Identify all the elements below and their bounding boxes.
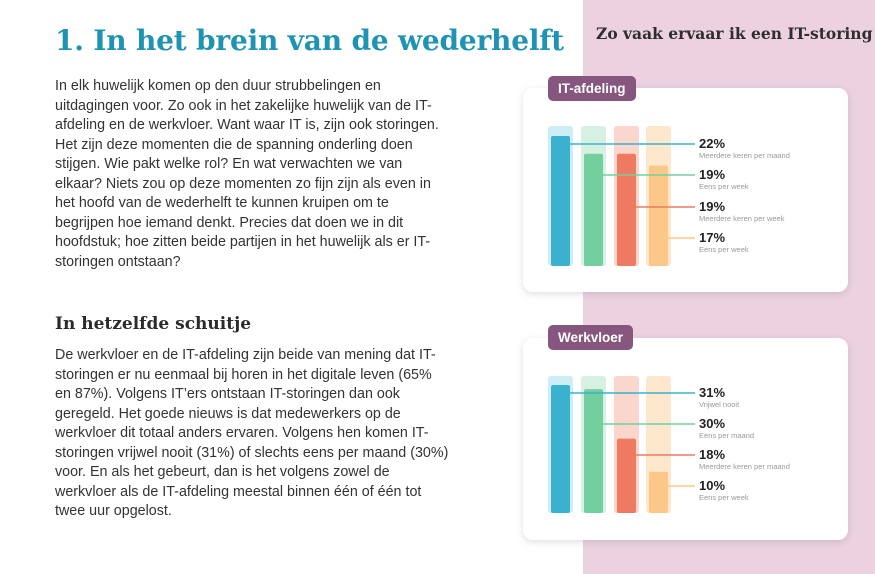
data-label: 10% [699,478,725,493]
section-paragraph: De werkvloer en de IT-afdeling zijn beid… [55,347,449,519]
bar [617,153,636,266]
data-caption: Meerdere keren per maand [699,462,790,471]
chart-title: Zo vaak ervaar ik een IT-storing [596,24,873,43]
bar [584,389,603,513]
bar [551,136,570,266]
data-caption: Eens per week [699,182,749,191]
data-caption: Eens per maand [699,431,754,440]
data-label: 18% [699,447,725,462]
data-label: 31% [699,385,725,400]
chart-card-werkvloer [523,338,848,540]
intro-paragraph: In elk huwelijk komen op den duur strubb… [55,78,439,270]
data-label: 19% [699,199,725,214]
bar [551,385,570,513]
chart-card-it [523,88,848,292]
bar [584,153,603,266]
data-caption: Meerdere keren per week [699,214,785,223]
data-label: 22% [699,136,725,151]
data-caption: Meerdere keren per maand [699,151,790,160]
data-label: 19% [699,167,725,182]
bar [617,438,636,513]
data-label: 30% [699,416,725,431]
group-label-werkvloer: Werkvloer [548,325,634,350]
bar [649,165,668,266]
page-title: 1. In het brein van de wederhelft [55,24,564,57]
data-caption: Eens per week [699,245,749,254]
data-label: 17% [699,230,725,245]
group-label-it-afdeling: IT-afdeling [548,76,636,101]
bar-chart-werkvloer: 31%Vrijwel nooit 30%Eens per maand 18%Meer… [548,376,790,513]
data-caption: Vrijwel nooit [699,400,740,409]
section-heading: In hetzelfde schuitje [55,314,252,334]
bar [649,471,668,513]
data-caption: Eens per week [699,493,749,502]
